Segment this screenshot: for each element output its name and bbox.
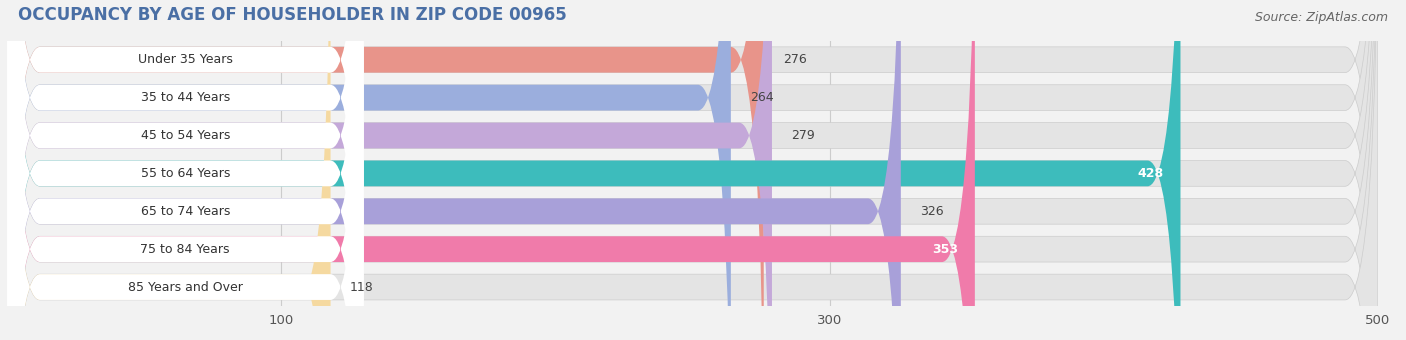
Text: 65 to 74 Years: 65 to 74 Years <box>141 205 231 218</box>
FancyBboxPatch shape <box>7 0 1378 340</box>
Text: 55 to 64 Years: 55 to 64 Years <box>141 167 231 180</box>
FancyBboxPatch shape <box>7 0 363 340</box>
Text: 264: 264 <box>749 91 773 104</box>
FancyBboxPatch shape <box>7 0 1378 340</box>
Text: 279: 279 <box>792 129 815 142</box>
FancyBboxPatch shape <box>7 0 363 340</box>
FancyBboxPatch shape <box>7 0 1378 340</box>
FancyBboxPatch shape <box>7 0 763 340</box>
FancyBboxPatch shape <box>7 0 363 340</box>
Text: Under 35 Years: Under 35 Years <box>138 53 232 66</box>
FancyBboxPatch shape <box>7 0 363 340</box>
Text: OCCUPANCY BY AGE OF HOUSEHOLDER IN ZIP CODE 00965: OCCUPANCY BY AGE OF HOUSEHOLDER IN ZIP C… <box>18 6 567 24</box>
FancyBboxPatch shape <box>7 0 363 340</box>
FancyBboxPatch shape <box>7 0 1378 340</box>
Text: 326: 326 <box>920 205 943 218</box>
Text: 35 to 44 Years: 35 to 44 Years <box>141 91 229 104</box>
Text: 276: 276 <box>783 53 807 66</box>
FancyBboxPatch shape <box>7 0 1378 340</box>
Text: 118: 118 <box>350 280 374 293</box>
FancyBboxPatch shape <box>7 0 363 340</box>
FancyBboxPatch shape <box>7 0 901 340</box>
FancyBboxPatch shape <box>7 0 330 340</box>
FancyBboxPatch shape <box>7 0 772 340</box>
FancyBboxPatch shape <box>7 0 1181 340</box>
FancyBboxPatch shape <box>7 0 1378 340</box>
Text: Source: ZipAtlas.com: Source: ZipAtlas.com <box>1254 11 1388 24</box>
Text: 45 to 54 Years: 45 to 54 Years <box>141 129 231 142</box>
FancyBboxPatch shape <box>7 0 1378 340</box>
FancyBboxPatch shape <box>7 0 363 340</box>
Text: 428: 428 <box>1137 167 1164 180</box>
Text: 75 to 84 Years: 75 to 84 Years <box>141 243 231 256</box>
Text: 85 Years and Over: 85 Years and Over <box>128 280 243 293</box>
FancyBboxPatch shape <box>7 0 974 340</box>
Text: 353: 353 <box>932 243 959 256</box>
FancyBboxPatch shape <box>7 0 731 340</box>
